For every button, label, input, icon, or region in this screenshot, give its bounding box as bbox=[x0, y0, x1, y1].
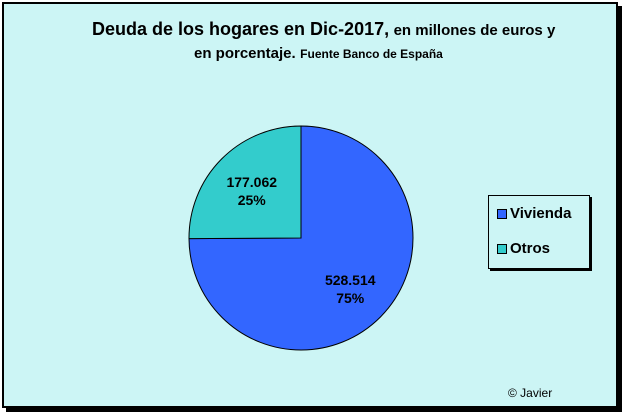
slice-value-label-vivienda: 528.514 bbox=[325, 272, 376, 288]
chart-legend: Vivienda Otros bbox=[488, 195, 590, 269]
legend-swatch-otros bbox=[497, 243, 507, 254]
title-main: Deuda de los hogares en Dic-2017, bbox=[92, 19, 390, 39]
slice-value-label-otros: 177.062 bbox=[226, 174, 277, 190]
pie-slice-otros bbox=[188, 125, 302, 240]
legend-swatch-vivienda bbox=[497, 208, 507, 219]
legend-item-vivienda: Vivienda bbox=[497, 205, 571, 222]
copyright-text: © Javier bbox=[508, 386, 553, 400]
slice-percent-label-vivienda: 75% bbox=[336, 290, 365, 306]
legend-label-vivienda: Vivienda bbox=[510, 205, 572, 222]
legend-label-otros: Otros bbox=[510, 240, 551, 257]
legend-item-otros: Otros bbox=[497, 240, 550, 257]
title-source: Fuente Banco de España bbox=[300, 47, 443, 61]
title-continuation: en millones de euros y bbox=[393, 22, 556, 39]
chart-title: Deuda de los hogares en Dic-2017, en mil… bbox=[92, 18, 592, 66]
slice-percent-label-otros: 25% bbox=[238, 192, 267, 208]
title-line2: en porcentaje. bbox=[194, 45, 296, 62]
